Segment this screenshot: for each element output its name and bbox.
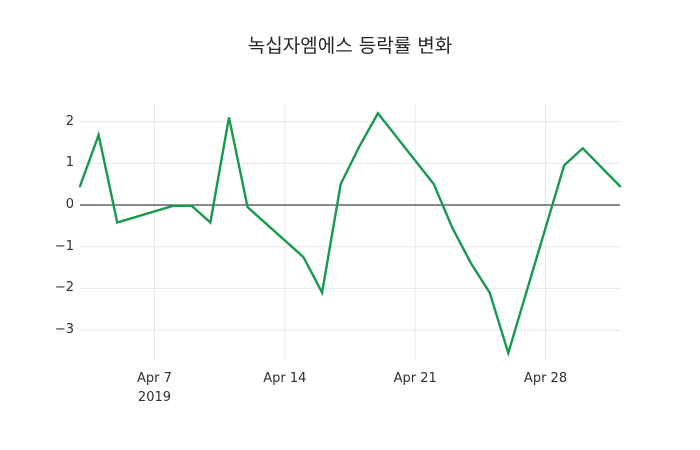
x-tick-date: Apr 21 <box>393 371 437 386</box>
series-line <box>78 111 622 358</box>
y-tick-label: −3 <box>54 322 74 338</box>
x-tick-label: Apr 28 <box>501 369 591 388</box>
x-tick-label: Apr 21 <box>370 369 460 388</box>
chart-title: 녹십자엠에스 등락률 변화 <box>247 35 453 57</box>
y-tick-label: 1 <box>65 155 74 171</box>
x-tick-year: 2019 <box>137 390 172 405</box>
y-tick-label: −1 <box>54 238 74 254</box>
x-tick-date: Apr 7 <box>137 371 172 386</box>
x-tick-date: Apr 28 <box>523 371 568 386</box>
y-tick-label: 2 <box>65 113 74 129</box>
x-tick-date: Apr 14 <box>263 371 307 386</box>
y-tick-label: −2 <box>54 280 74 296</box>
x-tick-label: Apr 7 2019 <box>109 369 199 407</box>
y-tick-label: 0 <box>65 197 74 212</box>
x-tick-label: Apr 14 <box>240 369 330 388</box>
